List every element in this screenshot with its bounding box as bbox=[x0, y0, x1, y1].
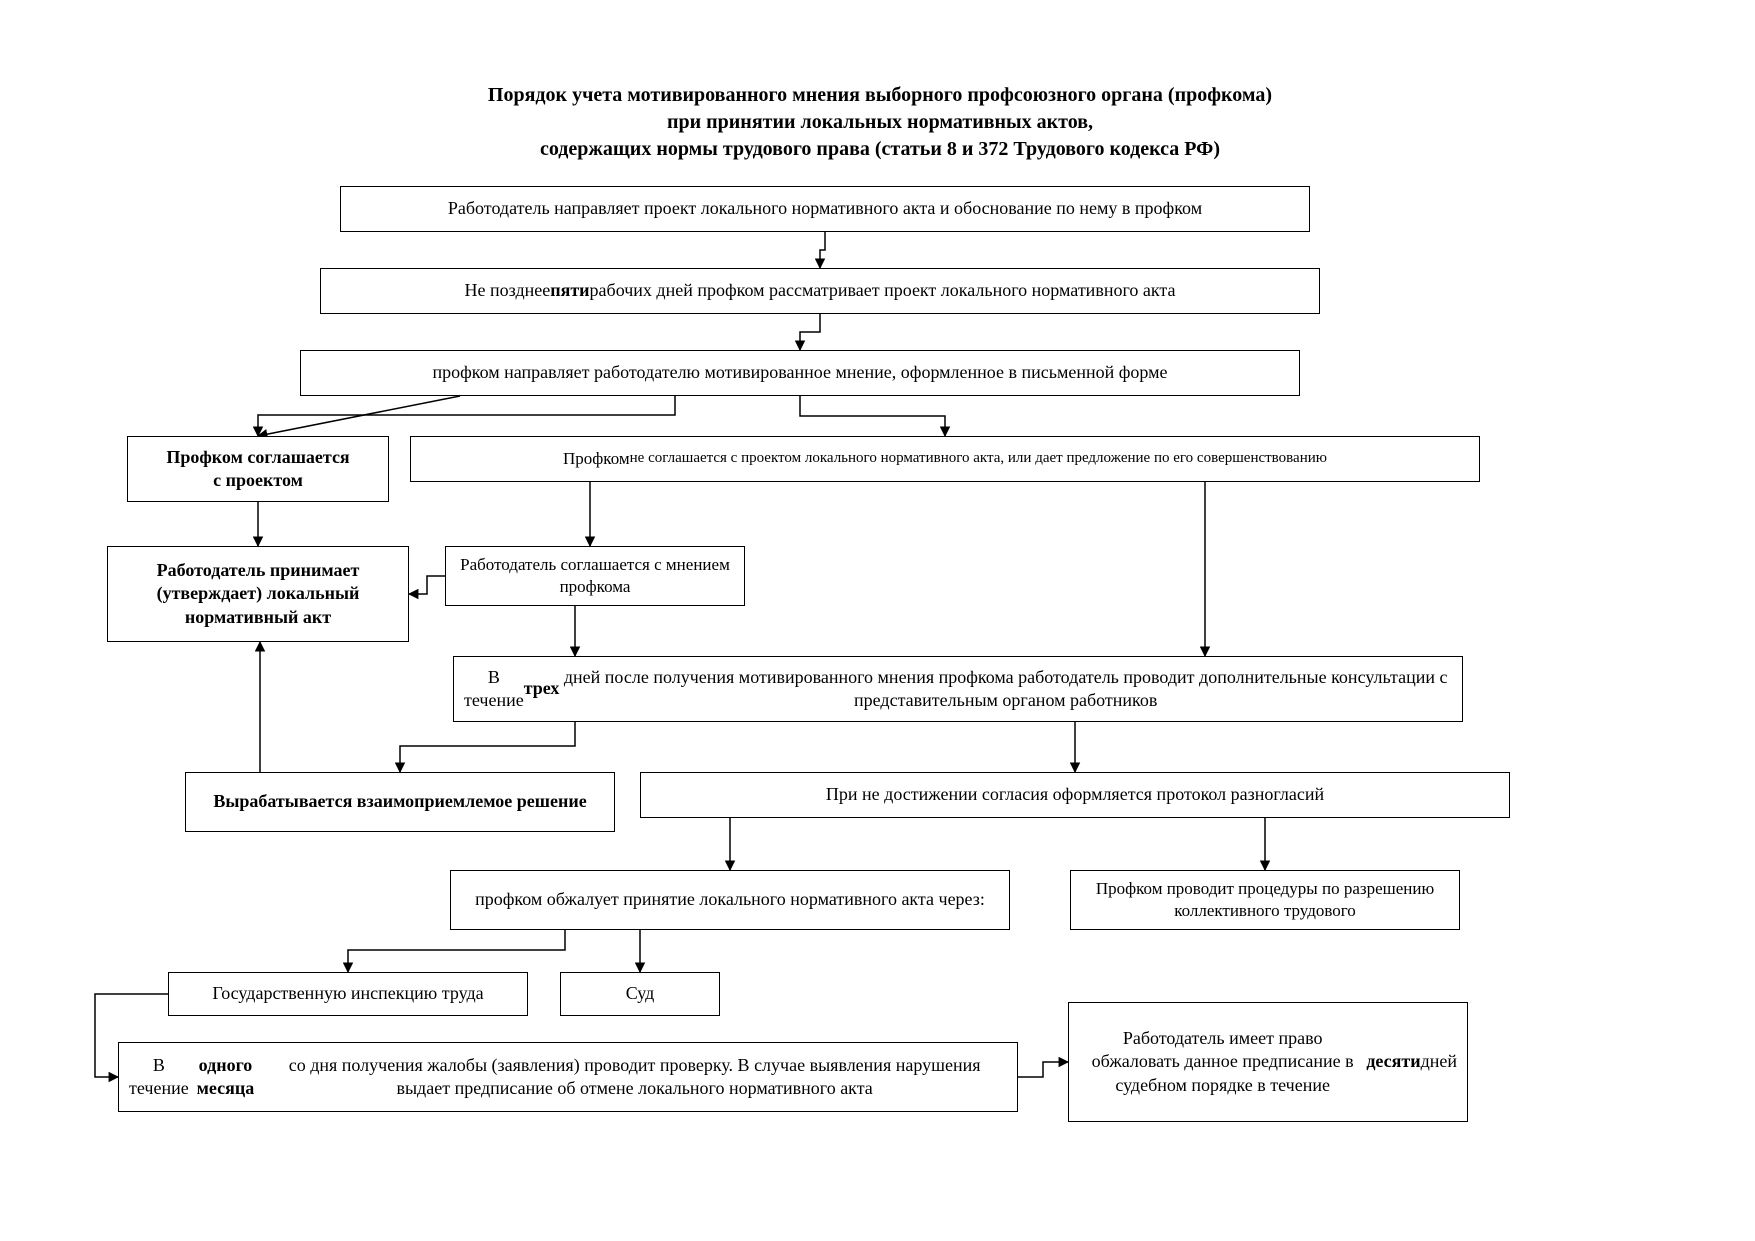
flow-node-n11: профком обжалует принятие локального нор… bbox=[450, 870, 1010, 930]
flow-node-n12: Профком проводит процедуры по разрешению… bbox=[1070, 870, 1460, 930]
flow-node-n9: Вырабатывается взаимоприемлемое решение bbox=[185, 772, 615, 832]
flow-node-n13: Государственную инспекцию труда bbox=[168, 972, 528, 1016]
flow-node-n7: Работодатель соглашается с мнением профк… bbox=[445, 546, 745, 606]
flow-node-n4: Профком соглашаетсяс проектом bbox=[127, 436, 389, 502]
flow-node-n14: Суд bbox=[560, 972, 720, 1016]
flow-node-n8: В течение трех дней после получения моти… bbox=[453, 656, 1463, 722]
title-line3: содержащих нормы трудового права (статьи… bbox=[540, 138, 1220, 160]
flow-node-n3: профком направляет работодателю мотивиро… bbox=[300, 350, 1300, 396]
flow-node-n15: В течение одного месяца со дня получения… bbox=[118, 1042, 1018, 1112]
flow-node-n1: Работодатель направляет проект локальног… bbox=[340, 186, 1310, 232]
flow-node-n2: Не позднее пяти рабочих дней профком рас… bbox=[320, 268, 1320, 314]
title-line2: при принятии локальных нормативных актов… bbox=[667, 111, 1093, 133]
flowchart-stage: Порядок учета мотивированного мнения выб… bbox=[0, 0, 1755, 1241]
flow-node-n6: Работодатель принимает (утверждает) лока… bbox=[107, 546, 409, 642]
title-line1: Порядок учета мотивированного мнения выб… bbox=[488, 84, 1272, 106]
flow-node-n16: Работодатель имеет право обжаловать данн… bbox=[1068, 1002, 1468, 1122]
flow-node-n10: При не достижении согласия оформляется п… bbox=[640, 772, 1510, 818]
flow-node-n5: Профком не соглашается с проектом локаль… bbox=[410, 436, 1480, 482]
diagram-title: Порядок учета мотивированного мнения выб… bbox=[280, 82, 1480, 163]
